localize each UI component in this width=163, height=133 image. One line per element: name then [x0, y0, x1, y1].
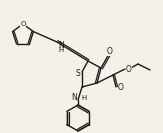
- Text: H: H: [58, 47, 63, 53]
- Text: N: N: [71, 93, 77, 103]
- Text: H: H: [81, 95, 86, 101]
- Text: O: O: [107, 47, 113, 55]
- Text: O: O: [126, 65, 132, 74]
- Text: N: N: [58, 41, 64, 50]
- Text: O: O: [20, 21, 26, 27]
- Text: O: O: [118, 84, 124, 92]
- Text: S: S: [76, 68, 80, 78]
